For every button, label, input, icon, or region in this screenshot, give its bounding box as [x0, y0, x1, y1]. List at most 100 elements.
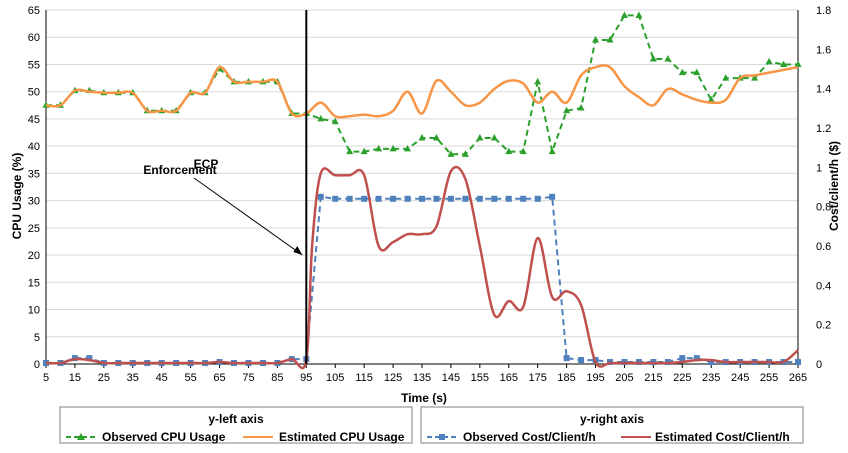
x-tick-label: 125 [384, 372, 402, 384]
data-point [765, 57, 773, 65]
y-left-tick-label: 45 [28, 114, 40, 126]
x-tick-label: 175 [529, 372, 547, 384]
series-line-2 [46, 195, 798, 364]
data-point [678, 68, 686, 76]
annotation-line1: ECP [194, 157, 219, 171]
data-point [375, 195, 382, 202]
y-left-tick-label: 50 [28, 87, 40, 99]
data-point [346, 147, 354, 155]
x-tick-label: 95 [300, 372, 312, 384]
x-tick-label: 205 [615, 372, 633, 384]
data-point [606, 35, 614, 43]
x-tick-label: 195 [586, 372, 604, 384]
data-point [505, 147, 513, 155]
x-tick-label: 35 [127, 372, 139, 384]
y-left-tick-label: 20 [28, 250, 40, 262]
x-tick-label: 245 [731, 372, 749, 384]
x-tick-label: 5 [43, 372, 49, 384]
data-point [433, 195, 440, 202]
x-tick-label: 115 [355, 372, 373, 384]
y-right-tick-label: 0.4 [816, 280, 831, 292]
grid [46, 9, 798, 365]
data-point [432, 133, 440, 141]
y-right-tick-label: 0.2 [816, 320, 831, 332]
data-point [346, 195, 353, 202]
legend-observed-cost-marker [439, 434, 445, 440]
data-point [317, 114, 325, 122]
data-point [794, 60, 802, 67]
x-tick-label: 105 [326, 372, 344, 384]
data-point [751, 74, 759, 81]
annotation-line2: Enforcement [143, 163, 216, 177]
data-point [360, 147, 368, 155]
data-point [419, 195, 425, 202]
data-point [592, 35, 600, 43]
x-tick-label: 165 [500, 372, 518, 384]
data-point [476, 195, 483, 202]
x-axis-title: Time (s) [401, 391, 447, 405]
y-left-axis-title: CPU Usage (%) [10, 153, 24, 240]
y-left-tick-label: 25 [28, 223, 40, 235]
x-tick-label: 85 [271, 372, 283, 384]
ecp-enforcement-arrow [193, 177, 303, 256]
y-right-tick-label: 0 [816, 359, 822, 371]
series-line-1 [45, 64, 799, 119]
series-line-3 [45, 165, 799, 370]
x-tick-label: 65 [213, 372, 225, 384]
data-point [549, 193, 556, 200]
legend-left-box [59, 406, 413, 444]
data-point [635, 11, 643, 18]
data-point [490, 133, 498, 141]
legend-observed-cpu-label: Observed CPU Usage [102, 430, 226, 444]
data-point [780, 60, 788, 67]
x-tick-label: 225 [673, 372, 691, 384]
x-tick-label: 135 [413, 372, 431, 384]
y-left-tick-label: 30 [28, 196, 40, 208]
y-right-tick-label: 0.6 [816, 241, 831, 253]
data-point [578, 357, 585, 364]
x-tick-label: 265 [789, 372, 807, 384]
y-left-axis-ticks: 0 5 10 15 20 25 30 35 40 45 50 55 60 65 [28, 5, 40, 371]
y-left-tick-label: 65 [28, 5, 40, 17]
data-point [462, 195, 469, 202]
x-tick-label: 235 [702, 372, 720, 384]
data-point [86, 355, 93, 362]
legend-right-box [420, 406, 804, 444]
data-point [664, 55, 672, 62]
x-tick-label: 15 [69, 372, 81, 384]
data-point [534, 195, 541, 202]
plot-border [45, 10, 799, 365]
x-tick-label: 215 [644, 372, 662, 384]
x-tick-label: 55 [184, 372, 196, 384]
data-point [331, 117, 339, 125]
y-left-tick-label: 60 [28, 32, 40, 44]
data-point [317, 193, 324, 200]
y-right-tick-label: 1.6 [816, 44, 831, 56]
y-right-axis-ticks: 0 0.2 0.4 0.6 0.8 1 1.2 1.4 1.6 1.8 [816, 5, 831, 371]
legend-right-title: y-right axis [580, 412, 644, 426]
data-point [332, 195, 339, 202]
x-tick-label: 45 [156, 372, 168, 384]
data-point [548, 147, 556, 155]
data-point [447, 150, 455, 157]
legend-estimated-cpu-label: Estimated CPU Usage [279, 430, 405, 444]
y-right-axis-title: Cost/client/h ($) [827, 141, 841, 231]
x-tick-label: 155 [471, 372, 489, 384]
data-point [693, 355, 700, 362]
data-point [563, 106, 571, 114]
y-left-tick-label: 35 [28, 168, 40, 180]
legend-left-title: y-left axis [208, 412, 264, 426]
data-point [563, 355, 570, 362]
y-right-tick-label: 1 [816, 162, 822, 174]
legend-observed-cost-label: Observed Cost/Client/h [463, 430, 596, 444]
x-tick-label: 145 [442, 372, 460, 384]
legend-estimated-cost-label: Estimated Cost/Client/h [655, 430, 790, 444]
data-point [577, 104, 585, 111]
y-right-tick-label: 1.2 [816, 123, 831, 135]
data-point [375, 144, 383, 152]
data-point [491, 195, 498, 202]
y-right-tick-label: 1.4 [816, 84, 831, 96]
data-point [505, 195, 512, 202]
y-left-tick-label: 0 [34, 359, 40, 371]
